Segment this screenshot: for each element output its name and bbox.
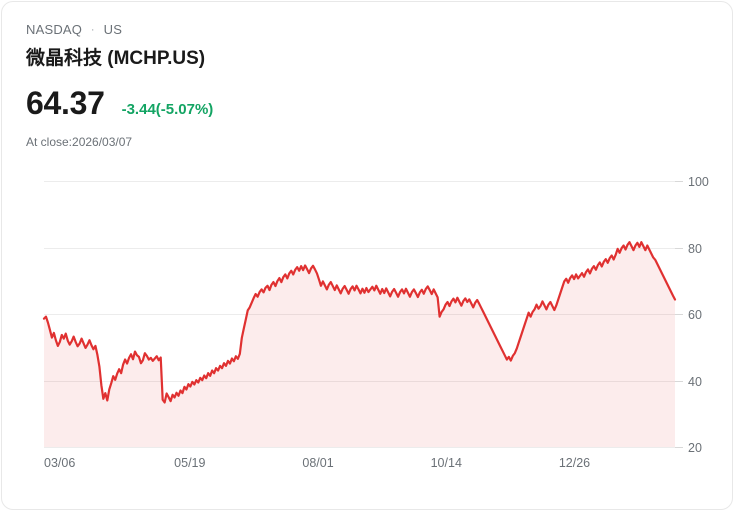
y-axis-label: 40: [688, 375, 702, 389]
quote-header: NASDAQ · US 微晶科技 (MCHP.US) 64.37 -3.44(-…: [26, 22, 686, 150]
x-axis-label: 05/19: [174, 456, 205, 470]
y-axis-label: 20: [688, 441, 702, 455]
grid-lines: [44, 181, 675, 448]
x-axis-labels: 03/06 05/19 08/01 10/14 12/26: [44, 456, 590, 470]
exchange-name: NASDAQ: [26, 22, 83, 37]
exchange-region-row: NASDAQ · US: [26, 22, 686, 38]
region-code: US: [103, 22, 123, 37]
page-title: 微晶科技 (MCHP.US): [26, 48, 206, 69]
price-chart[interactable]: 100 80 60 40 20 03/06 05/19 08/01 10/14 12/26: [2, 167, 733, 487]
price-change: -3.44(-5.07%): [121, 101, 214, 118]
x-axis-label: 12/26: [559, 456, 590, 470]
area-fill: [44, 242, 675, 447]
y-axis-label: 80: [688, 242, 702, 256]
price-chart-svg[interactable]: 100 80 60 40 20 03/06 05/19 08/01 10/14 12/26: [2, 167, 733, 487]
separator-dot: ·: [90, 24, 95, 36]
x-axis-label: 08/01: [302, 456, 333, 470]
y-axis-label: 100: [688, 175, 709, 189]
price-line: [42, 241, 677, 404]
axis-tick-marks: [675, 181, 683, 448]
x-axis-label: 03/06: [44, 456, 75, 470]
quote-row: 64.37 -3.44(-5.07%): [26, 85, 686, 121]
x-axis-label: 10/14: [431, 456, 462, 470]
last-price: 64.37: [26, 85, 105, 121]
at-close-timestamp: At close:2026/03/07: [26, 135, 133, 149]
y-axis-labels: 100 80 60 40 20: [688, 175, 709, 455]
y-axis-label: 60: [688, 308, 702, 322]
